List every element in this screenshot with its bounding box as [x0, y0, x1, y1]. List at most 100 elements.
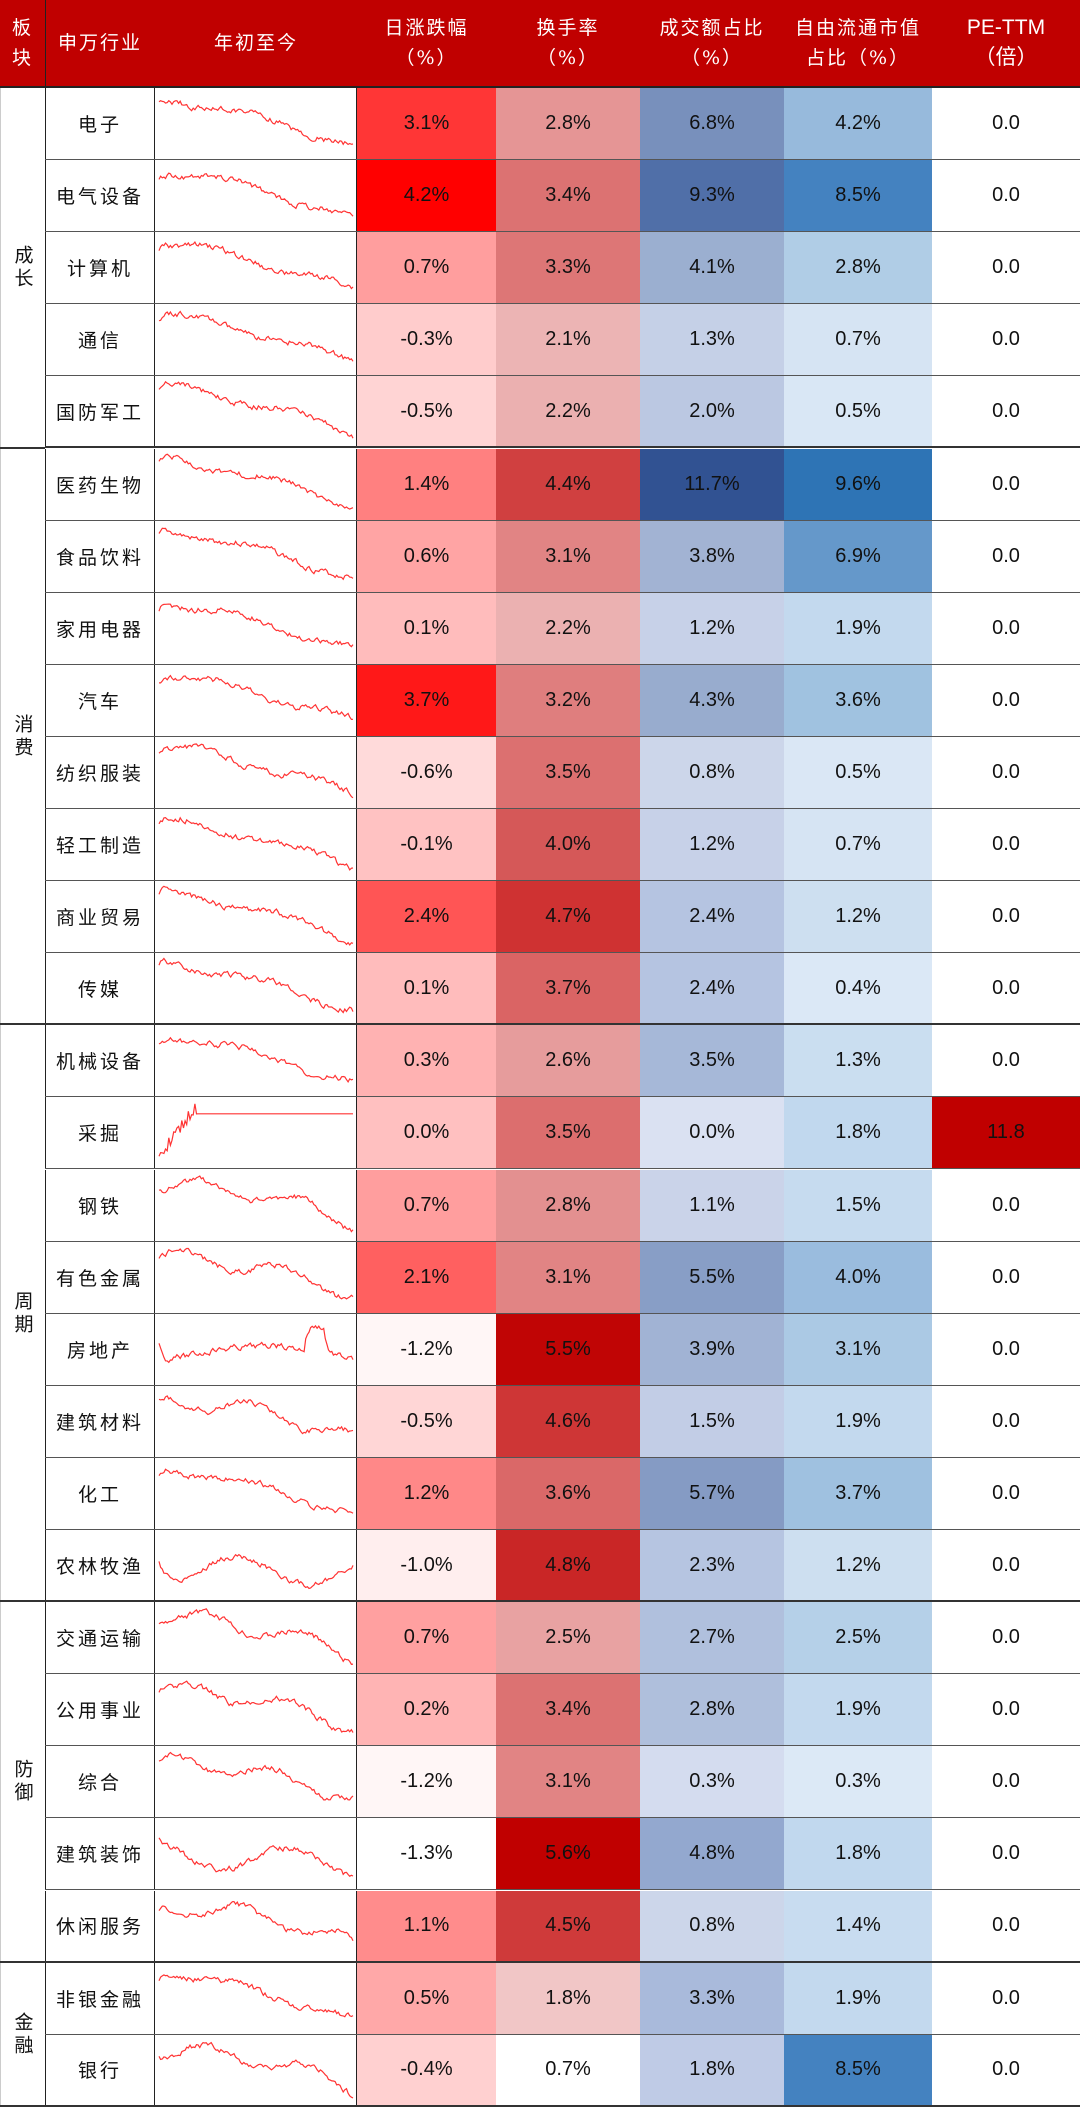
industry-name: 电气设备	[45, 160, 155, 232]
industry-name: 国防军工	[45, 376, 155, 447]
table-row: 有色金属 2.1% 3.1% 5.5% 4.0% 0.0	[45, 1241, 1080, 1314]
sparkline-chart-icon	[157, 1325, 354, 1364]
free-cap-share-cell: 0.5%	[784, 376, 932, 447]
amount-share-cell: 0.3%	[640, 1746, 784, 1818]
amount-share-cell: 4.1%	[640, 232, 784, 304]
free-cap-share-cell: 1.3%	[784, 1025, 932, 1097]
turnover-cell: 2.2%	[496, 376, 640, 447]
free-cap-share-cell: 6.9%	[784, 520, 932, 592]
free-cap-share-cell: 1.9%	[784, 1385, 932, 1457]
industry-name: 食品饮料	[45, 520, 155, 592]
turnover-cell: 3.5%	[496, 736, 640, 808]
industry-name: 休闲服务	[45, 1890, 155, 1961]
industry-name: 采掘	[45, 1097, 155, 1169]
industry-name: 计算机	[45, 232, 155, 304]
ytd-sparkline	[155, 160, 357, 232]
ytd-sparkline	[155, 1025, 357, 1097]
free-cap-share-cell: 2.5%	[784, 1602, 932, 1674]
table-row: 计算机 0.7% 3.3% 4.1% 2.8% 0.0	[45, 232, 1080, 305]
ytd-sparkline	[155, 1746, 357, 1818]
industry-name: 房地产	[45, 1313, 155, 1385]
turnover-cell: 2.2%	[496, 592, 640, 664]
ytd-sparkline	[155, 520, 357, 592]
header-industry: 申万行业	[57, 32, 142, 54]
group-divider	[0, 1960, 45, 1963]
amount-share-cell: 3.5%	[640, 1025, 784, 1097]
table-row: 传媒 0.1% 3.7% 2.4% 0.4% 0.0	[45, 953, 1080, 1026]
daily-change-cell: 0.1%	[357, 953, 496, 1024]
amount-share-cell: 1.2%	[640, 809, 784, 880]
ytd-sparkline	[155, 736, 357, 808]
amount-share-cell: 2.4%	[640, 881, 784, 953]
free-cap-share-cell: 0.7%	[784, 304, 932, 376]
sector-group-label: 防御	[11, 1759, 34, 1806]
pe-ttm-cell: 0.0	[932, 88, 1080, 159]
free-cap-share-cell: 3.6%	[784, 664, 932, 736]
table-row: 机械设备 0.3% 2.6% 3.5% 1.3% 0.0	[45, 1025, 1080, 1098]
ytd-sparkline	[155, 1890, 357, 1961]
table-row: 公用事业 0.2% 3.4% 2.8% 1.9% 0.0	[45, 1674, 1080, 1747]
turnover-cell: 5.5%	[496, 1313, 640, 1385]
sparkline-chart-icon	[157, 1974, 353, 2018]
turnover-cell: 5.6%	[496, 1818, 640, 1890]
industry-name: 纺织服装	[45, 736, 155, 808]
free-cap-share-cell: 1.8%	[784, 1818, 932, 1890]
amount-share-cell: 2.8%	[640, 1674, 784, 1746]
free-cap-share-cell: 4.0%	[784, 1241, 932, 1313]
amount-share-cell: 0.8%	[640, 1890, 784, 1961]
pe-ttm-cell: 0.0	[932, 1530, 1080, 1600]
sparkline-chart-icon	[158, 1036, 353, 1083]
turnover-cell: 3.5%	[496, 1097, 640, 1169]
table-row: 电气设备 4.2% 3.4% 9.3% 8.5% 0.0	[45, 160, 1080, 233]
turnover-cell: 3.4%	[496, 160, 640, 232]
amount-share-cell: 3.3%	[640, 1962, 784, 2034]
header-free-cap-share: 自由流通市值 占比（%）	[794, 17, 921, 69]
free-cap-share-cell: 0.3%	[784, 1746, 932, 1818]
industry-name: 有色金属	[45, 1241, 155, 1313]
ytd-sparkline	[155, 1241, 357, 1313]
header-pe-ttm: PE-TTM （倍）	[966, 16, 1046, 69]
turnover-cell: 4.8%	[496, 1530, 640, 1600]
daily-change-cell: -0.3%	[357, 304, 496, 376]
industry-name: 公用事业	[45, 1674, 155, 1746]
ytd-sparkline	[155, 1530, 357, 1600]
pe-ttm-cell: 0.0	[932, 1241, 1080, 1313]
amount-share-cell: 6.8%	[640, 88, 784, 159]
ytd-sparkline	[155, 304, 357, 376]
sparkline-chart-icon	[158, 1468, 353, 1515]
industry-name: 农林牧渔	[45, 1530, 155, 1600]
table-row: 交通运输 0.7% 2.5% 2.7% 2.5% 0.0	[45, 1602, 1080, 1675]
sparkline-chart-icon	[157, 957, 354, 1014]
free-cap-share-cell: 1.9%	[784, 1962, 932, 2034]
turnover-cell: 3.7%	[496, 953, 640, 1024]
daily-change-cell: 0.5%	[357, 1962, 496, 2034]
ytd-sparkline	[155, 88, 357, 159]
pe-ttm-cell: 0.0	[932, 1025, 1080, 1097]
table-row: 电子 3.1% 2.8% 6.8% 4.2% 0.0	[45, 88, 1080, 160]
sparkline-chart-icon	[158, 1175, 353, 1233]
turnover-cell: 4.6%	[496, 1385, 640, 1457]
turnover-cell: 3.6%	[496, 1457, 640, 1529]
turnover-cell: 3.1%	[496, 520, 640, 592]
amount-share-cell: 1.2%	[640, 592, 784, 664]
ytd-sparkline	[155, 448, 357, 520]
table-row: 钢铁 0.7% 2.8% 1.1% 1.5% 0.0	[45, 1169, 1080, 1242]
industry-name: 通信	[45, 304, 155, 376]
daily-change-cell: -1.0%	[357, 1530, 496, 1600]
turnover-cell: 2.5%	[496, 1602, 640, 1674]
daily-change-cell: -0.4%	[357, 2034, 496, 2105]
free-cap-share-cell: 1.4%	[784, 1890, 932, 1961]
sparkline-chart-icon	[157, 1553, 354, 1590]
free-cap-share-cell: 8.5%	[784, 160, 932, 232]
sparkline-chart-icon	[157, 885, 353, 946]
ytd-sparkline	[155, 1169, 357, 1241]
sparkline-chart-icon	[157, 603, 353, 648]
table-row: 农林牧渔 -1.0% 4.8% 2.3% 1.2% 0.0	[45, 1530, 1080, 1602]
group-divider	[0, 2104, 45, 2107]
turnover-cell: 2.8%	[496, 88, 640, 159]
header-daily-change: 日涨跌幅 （%）	[384, 17, 469, 69]
amount-share-cell: 1.1%	[640, 1169, 784, 1241]
daily-change-cell: 0.7%	[357, 1169, 496, 1241]
pe-ttm-cell: 0.0	[932, 232, 1080, 304]
daily-change-cell: -1.3%	[357, 1818, 496, 1890]
